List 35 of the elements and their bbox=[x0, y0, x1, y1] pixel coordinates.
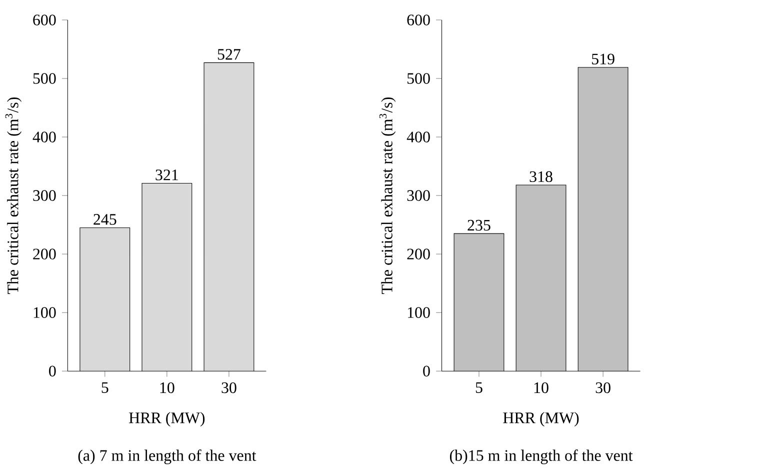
text: (b)15 m in length of the vent bbox=[450, 450, 633, 464]
data-label: 245 bbox=[94, 214, 116, 225]
y-tick-label: 0 bbox=[423, 366, 430, 377]
y-tick-label: 500 bbox=[33, 73, 56, 84]
x-axis-title: HRR (MW) bbox=[503, 412, 579, 427]
x-tick-label: 10 bbox=[534, 382, 548, 394]
y-tick-label: 400 bbox=[406, 132, 430, 142]
y-tick-label: 200 bbox=[33, 248, 56, 260]
x-axis-title: HRR (MW) bbox=[129, 412, 205, 427]
data-label: 235 bbox=[468, 220, 490, 231]
x-tick-label: 5 bbox=[102, 382, 108, 394]
y-tick-label: 400 bbox=[32, 132, 56, 142]
bar bbox=[516, 185, 566, 372]
x-tick-label: 30 bbox=[596, 382, 610, 394]
x-tick-label: 30 bbox=[222, 382, 236, 394]
data-label: 318 bbox=[530, 171, 552, 182]
y-tick-label: 300 bbox=[407, 190, 430, 201]
data-label: 321 bbox=[156, 170, 178, 180]
y-tick-label: 600 bbox=[407, 14, 430, 26]
y-axis-title: The critical exhaust rate (m$^{3}$/s) bbox=[379, 98, 396, 294]
x-tick-label: 10 bbox=[160, 382, 174, 394]
y-tick-label: 300 bbox=[33, 190, 56, 201]
bar bbox=[578, 67, 628, 372]
y-tick-label: 200 bbox=[407, 248, 430, 260]
y-tick-label: 0 bbox=[49, 366, 56, 377]
bar bbox=[454, 234, 504, 372]
text: (a) 7 m in length of the vent bbox=[78, 450, 256, 464]
y-tick-label: 100 bbox=[408, 307, 430, 318]
y-tick-label: 100 bbox=[34, 307, 56, 318]
x-tick-label: 5 bbox=[476, 382, 482, 394]
y-tick-label: 500 bbox=[407, 73, 430, 84]
data-label: 519 bbox=[592, 54, 614, 65]
y-tick-label: 600 bbox=[33, 14, 56, 26]
data-label: 527 bbox=[218, 49, 240, 60]
y-axis-title: The critical exhaust rate (m$^{3}$/s) bbox=[5, 98, 22, 294]
